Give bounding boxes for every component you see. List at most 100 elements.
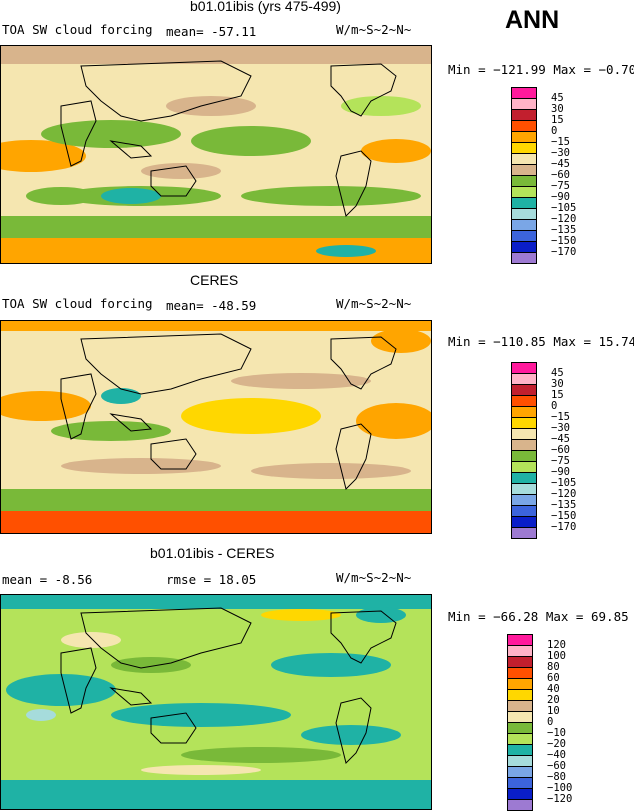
colorbar-swatch	[511, 483, 537, 495]
colorbar-tick-label: 20	[547, 694, 560, 706]
colorbar-swatch	[507, 744, 533, 756]
panel-1-mean: mean= -57.11	[166, 24, 257, 39]
panel-1-units: W/m~S~2~N~	[336, 22, 412, 37]
panel-2-colorbar: 45 30 15 0 −15 −30 −45 −60 −75 −90 −105 …	[511, 362, 576, 539]
colorbar-swatch	[511, 252, 537, 264]
colorbar-tick-label: −100	[547, 782, 573, 794]
panel-2-left-label: TOA SW cloud forcing	[2, 296, 153, 311]
colorbar-tick-label: 60	[547, 672, 560, 684]
colorbar-swatch	[507, 799, 533, 811]
colorbar-swatch	[507, 766, 533, 778]
colorbar-tick-label: −75	[551, 180, 570, 192]
colorbar-swatch	[507, 722, 533, 734]
colorbar-swatch	[511, 395, 537, 407]
panel-3-title: b01.01ibis - CERES	[150, 545, 275, 561]
colorbar-tick-label: −105	[551, 477, 577, 489]
colorbar-tick-label: −75	[551, 455, 570, 467]
colorbar-tick-label: 10	[547, 705, 560, 717]
colorbar-tick-label: −135	[551, 499, 577, 511]
colorbar-swatch	[511, 516, 537, 528]
colorbar-tick-label: 0	[551, 125, 558, 137]
panel-1-minmax: Min = −121.99 Max = −0.70	[448, 62, 634, 77]
colorbar-swatch	[507, 755, 533, 767]
colorbar-tick-label: −45	[551, 433, 570, 445]
colorbar-tick-label: 80	[547, 661, 560, 673]
panel-2-minmax: Min = −110.85 Max = 15.74	[448, 334, 634, 349]
colorbar-swatch	[511, 186, 537, 198]
colorbar-swatch	[511, 208, 537, 220]
colorbar-swatch	[511, 384, 537, 396]
panel-3-mean: mean = -8.56	[2, 572, 93, 587]
panel-2-mean: mean= -48.59	[166, 298, 257, 313]
colorbar-tick-label: −170	[551, 246, 577, 258]
colorbar-tick-label: 0	[551, 400, 558, 412]
colorbar-swatch	[507, 777, 533, 789]
panel-3-minmax: Min = −66.28 Max = 69.85	[448, 609, 629, 624]
colorbar-swatch	[511, 505, 537, 517]
colorbar-swatch	[511, 439, 537, 451]
colorbar-tick-label: 120	[547, 639, 566, 651]
panel-3-colorbar: 120 100 80 60 40 20 10 0 −10 −20 −40 −60…	[507, 634, 572, 811]
colorbar-swatch	[511, 153, 537, 165]
colorbar-tick-label: −15	[551, 136, 570, 148]
colorbar-tick-label: 100	[547, 650, 566, 662]
colorbar-swatch	[507, 667, 533, 679]
colorbar-tick-label: −60	[547, 760, 566, 772]
panel-1-left-label: TOA SW cloud forcing	[2, 22, 153, 37]
season-label: ANN	[505, 6, 560, 34]
colorbar-swatch	[511, 98, 537, 110]
colorbar-tick-label: 30	[551, 378, 564, 390]
colorbar-swatch	[511, 197, 537, 209]
colorbar-tick-label: −170	[551, 521, 577, 533]
colorbar-swatch	[511, 241, 537, 253]
colorbar-tick-label: −30	[551, 422, 570, 434]
colorbar-tick-label: −60	[551, 444, 570, 456]
colorbar-tick-label: −120	[551, 488, 577, 500]
colorbar-swatch	[511, 219, 537, 231]
colorbar-swatch	[511, 417, 537, 429]
colorbar-swatch	[511, 87, 537, 99]
panel-3-map	[0, 594, 432, 810]
colorbar-tick-label: 0	[547, 716, 554, 728]
colorbar-swatch	[507, 656, 533, 668]
colorbar-tick-label: −150	[551, 510, 577, 522]
colorbar-tick-label: 45	[551, 92, 564, 104]
colorbar-swatch	[511, 527, 537, 539]
panel-1-title: b01.01ibis (yrs 475-499)	[190, 0, 341, 14]
colorbar-swatch	[511, 373, 537, 385]
colorbar-swatch	[511, 406, 537, 418]
colorbar-swatch	[507, 788, 533, 800]
panel-2-map	[0, 320, 432, 534]
panel-2-title: CERES	[190, 272, 239, 288]
colorbar-tick-label: −40	[547, 749, 566, 761]
panel-1-map	[0, 45, 432, 264]
colorbar-tick-label: −150	[551, 235, 577, 247]
colorbar-tick-label: −120	[547, 793, 573, 805]
colorbar-swatch	[511, 494, 537, 506]
colorbar-tick-label: 15	[551, 389, 564, 401]
colorbar-tick-label: −15	[551, 411, 570, 423]
colorbar-tick-label: −20	[547, 738, 566, 750]
panel-3-rmse: rmse = 18.05	[166, 572, 257, 587]
colorbar-tick-label: 15	[551, 114, 564, 126]
colorbar-swatch	[511, 120, 537, 132]
panel-1-colorbar: 45 30 15 0 −15 −30 −45 −60 −75 −90 −105 …	[511, 87, 576, 264]
colorbar-swatch	[507, 634, 533, 646]
colorbar-tick-label: −90	[551, 191, 570, 203]
colorbar-tick-label: 40	[547, 683, 560, 695]
colorbar-tick-label: −60	[551, 169, 570, 181]
colorbar-swatch	[511, 428, 537, 440]
colorbar-swatch	[511, 131, 537, 143]
colorbar-tick-label: 45	[551, 367, 564, 379]
colorbar-tick-label: 30	[551, 103, 564, 115]
colorbar-tick-label: −135	[551, 224, 577, 236]
colorbar-tick-label: −10	[547, 727, 566, 739]
colorbar-swatch	[507, 733, 533, 745]
colorbar-swatch	[507, 700, 533, 712]
colorbar-swatch	[511, 142, 537, 154]
colorbar-tick-label: −120	[551, 213, 577, 225]
colorbar-swatch	[507, 645, 533, 657]
colorbar-swatch	[507, 711, 533, 723]
panel-2-units: W/m~S~2~N~	[336, 296, 412, 311]
colorbar-swatch	[511, 175, 537, 187]
